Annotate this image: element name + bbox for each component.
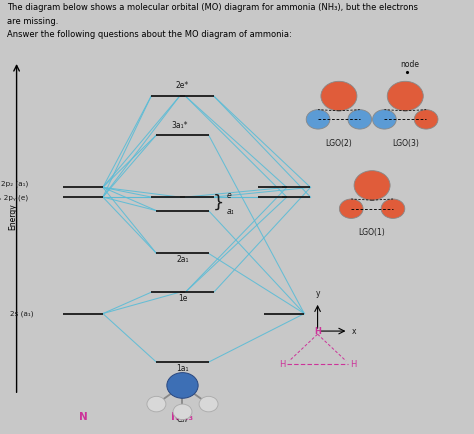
Text: 1e: 1e [178,294,187,303]
Text: e: e [227,191,231,200]
Text: a₁: a₁ [227,207,234,216]
Text: are missing.: are missing. [7,17,58,26]
Text: 2p₂ (a₁): 2p₂ (a₁) [1,180,28,187]
Text: LGO(2): LGO(2) [326,139,352,148]
Circle shape [381,199,405,218]
Text: Energy: Energy [9,203,18,230]
Circle shape [199,396,218,412]
Circle shape [373,110,396,129]
Text: The diagram below shows a molecular orbital (MO) diagram for ammonia (NH₃), but : The diagram below shows a molecular orbi… [7,3,418,13]
Circle shape [167,373,198,398]
Circle shape [348,110,372,129]
Circle shape [173,404,192,420]
Circle shape [339,199,363,218]
Text: 1a₁: 1a₁ [176,364,189,373]
Text: x: x [352,326,356,335]
Text: 2s (a₁): 2s (a₁) [9,310,33,317]
Text: node: node [401,60,419,69]
Text: y: y [315,289,320,298]
Circle shape [387,81,423,111]
Circle shape [321,81,357,111]
Text: 2pₓ 2pᵧ (e): 2pₓ 2pᵧ (e) [0,195,28,201]
Text: NH₃: NH₃ [172,412,193,422]
Text: 3a₁*: 3a₁* [172,121,188,130]
Circle shape [414,110,438,129]
Text: H: H [279,360,285,368]
Text: C₃ᵥ: C₃ᵥ [177,415,188,424]
Circle shape [354,171,390,200]
Circle shape [147,396,166,412]
Text: H: H [350,360,356,368]
Text: LGO(3): LGO(3) [392,139,419,148]
Text: H: H [314,326,321,335]
Text: Answer the following questions about the MO diagram of ammonia:: Answer the following questions about the… [7,30,292,39]
Text: 2e*: 2e* [176,81,189,89]
Circle shape [306,110,330,129]
Text: }: } [213,194,225,212]
Text: 2a₁: 2a₁ [176,255,189,264]
Text: LGO(1): LGO(1) [359,228,385,237]
Text: N: N [79,412,87,422]
